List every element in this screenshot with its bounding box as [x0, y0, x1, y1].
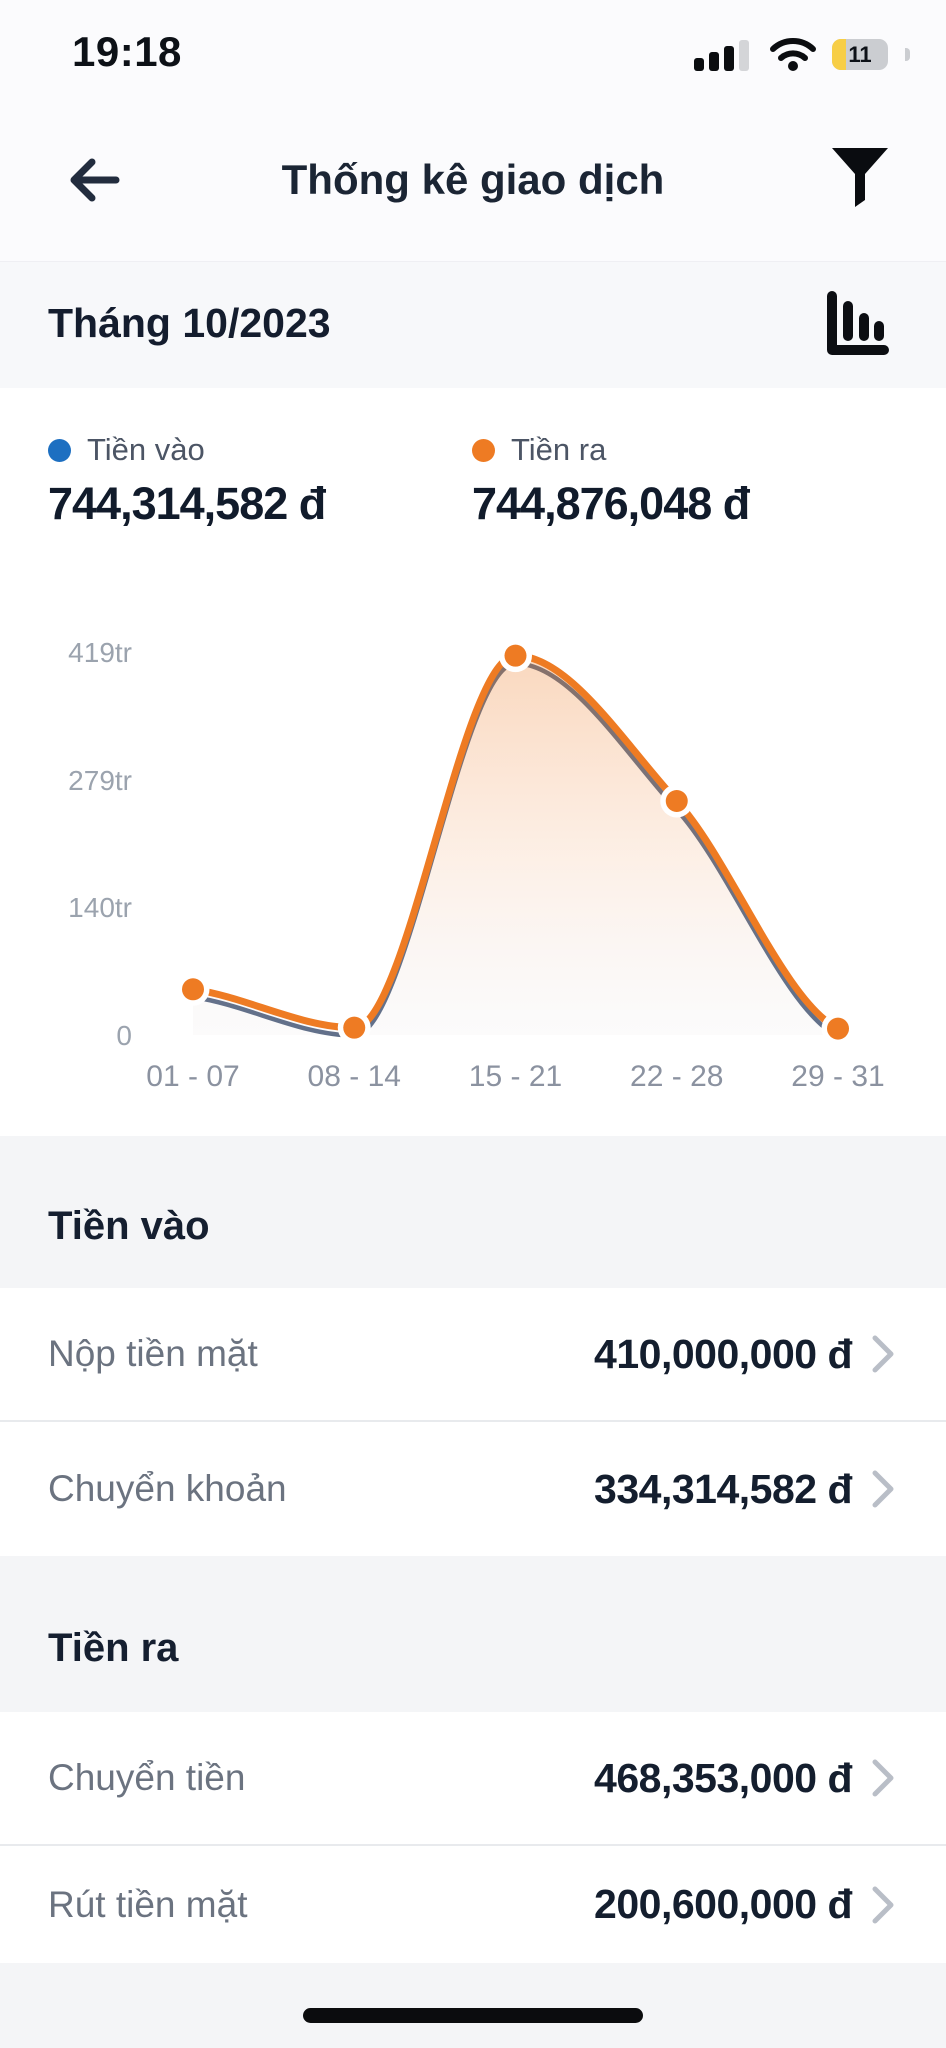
- list-item-value: 410,000,000 đ: [594, 1330, 852, 1377]
- period-label: Tháng 10/2023: [48, 300, 331, 346]
- data-point: [343, 1016, 366, 1039]
- list-item-label: Nộp tiền mặt: [48, 1333, 258, 1374]
- statistics-card: Tiền vào 744,314,582 đ Tiền ra 744,876,0…: [0, 388, 946, 1140]
- section-header-money-out: Tiền ra: [0, 1556, 946, 1712]
- money-out-summary: Tiền ra 744,876,048 đ: [472, 388, 892, 548]
- list-item-transfer-out[interactable]: Chuyển tiền 468,353,000 đ: [0, 1712, 946, 1844]
- money-out-total: 744,876,048 đ: [472, 478, 750, 529]
- row-divider: [0, 1420, 946, 1422]
- section-header-money-in: Tiền vào: [0, 1136, 946, 1288]
- list-item-transfer-in[interactable]: Chuyển khoản 334,314,582 đ: [0, 1422, 946, 1556]
- list-item-cash-withdrawal[interactable]: Rút tiền mặt 200,600,000 đ: [0, 1846, 946, 1963]
- battery-charge-level: [832, 38, 846, 70]
- list-item-value: 468,353,000 đ: [594, 1754, 852, 1801]
- list-item-cash-deposit[interactable]: Nộp tiền mặt 410,000,000 đ: [0, 1288, 946, 1420]
- y-axis-tick: 0: [116, 1020, 132, 1051]
- money-out-area: [193, 655, 838, 1035]
- y-axis-tick: 419tr: [68, 637, 132, 668]
- cellular-signal-icon: [694, 40, 749, 71]
- money-in-label: Tiền vào: [87, 432, 205, 467]
- chart-area: 419tr 279tr 140tr 0 01 - 07 08 - 14 15 - 21 22 …: [0, 558, 946, 1140]
- clock-label: 19:18: [72, 28, 182, 75]
- data-point: [827, 1017, 849, 1040]
- money-in-dot-icon: [48, 438, 71, 462]
- chevron-right-icon: [872, 1886, 894, 1923]
- page-title: Thống kê giao dịch: [281, 156, 665, 203]
- list-item-label: Rút tiền mặt: [48, 1883, 248, 1925]
- x-axis-tick: 29 - 31: [791, 1060, 884, 1093]
- money-out-legend: Tiền ra: [472, 432, 606, 468]
- list-item-value: 200,600,000 đ: [594, 1881, 852, 1927]
- section-title-money-in: Tiền vào: [48, 1204, 210, 1248]
- row-divider: [0, 1844, 946, 1846]
- money-out-dot-icon: [472, 438, 495, 462]
- status-bar: 19:18 11: [0, 0, 946, 110]
- back-button[interactable]: [62, 148, 126, 212]
- period-band: Tháng 10/2023: [0, 261, 946, 389]
- data-point: [504, 644, 527, 667]
- money-in-summary: Tiền vào 744,314,582 đ: [48, 388, 468, 548]
- x-axis-tick: 15 - 21: [469, 1060, 562, 1093]
- list-item-value: 334,314,582 đ: [594, 1465, 852, 1512]
- back-arrow-icon: [70, 158, 120, 202]
- bottom-safe-area: [0, 1963, 946, 2048]
- chevron-right-icon: [872, 1335, 894, 1373]
- battery-percent: 11: [848, 41, 872, 67]
- wifi-icon: [770, 38, 816, 71]
- list-item-label: Chuyển tiền: [48, 1757, 246, 1798]
- money-in-legend: Tiền vào: [48, 432, 205, 468]
- navigation-header: Thống kê giao dịch: [0, 110, 946, 261]
- x-axis-tick: 08 - 14: [308, 1060, 401, 1093]
- transaction-chart[interactable]: 419tr 279tr 140tr 0 01 - 07 08 - 14 15 - 21 22 …: [0, 558, 946, 1140]
- bar-chart-icon: [827, 291, 889, 355]
- home-indicator[interactable]: [303, 2008, 643, 2023]
- filter-funnel-icon: [832, 148, 888, 207]
- chevron-right-icon: [872, 1759, 894, 1797]
- y-axis-tick: 140tr: [68, 892, 132, 923]
- x-axis-tick: 22 - 28: [630, 1060, 723, 1093]
- status-icons: 11: [694, 36, 910, 72]
- filter-button[interactable]: [830, 144, 890, 212]
- list-item-label: Chuyển khoản: [48, 1468, 287, 1509]
- y-axis-tick: 279tr: [68, 765, 132, 796]
- x-axis-tick: 01 - 07: [146, 1060, 239, 1093]
- data-point: [182, 978, 204, 1001]
- section-title-money-out: Tiền ra: [48, 1626, 179, 1670]
- chart-type-button[interactable]: [820, 288, 890, 362]
- battery-icon: 11: [832, 38, 888, 70]
- battery-cap: [905, 47, 910, 61]
- money-in-total: 744,314,582 đ: [48, 478, 326, 529]
- data-point: [665, 789, 688, 812]
- chevron-right-icon: [872, 1470, 894, 1508]
- money-out-label: Tiền ra: [511, 432, 607, 467]
